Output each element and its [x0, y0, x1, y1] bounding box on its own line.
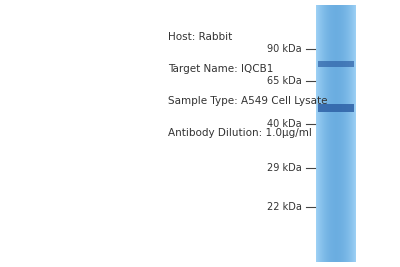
Bar	[319, 5, 320, 262]
Text: 29 kDa: 29 kDa	[267, 163, 302, 173]
Text: Target Name: IQCB1: Target Name: IQCB1	[168, 64, 273, 74]
Bar	[327, 5, 328, 262]
Bar	[351, 5, 352, 262]
Bar	[320, 5, 321, 262]
Bar	[344, 5, 345, 262]
Text: Sample Type: A549 Cell Lysate: Sample Type: A549 Cell Lysate	[168, 96, 328, 107]
Bar	[328, 5, 329, 262]
Bar	[323, 5, 324, 262]
Bar	[351, 5, 352, 262]
Bar	[328, 5, 329, 262]
Text: 65 kDa: 65 kDa	[267, 76, 302, 87]
Bar	[325, 5, 326, 262]
Bar	[354, 5, 355, 262]
Bar	[318, 5, 319, 262]
Bar	[345, 5, 346, 262]
Bar	[319, 5, 320, 262]
Bar	[355, 5, 356, 262]
Bar	[339, 5, 340, 262]
Bar	[353, 5, 354, 262]
Bar	[344, 5, 345, 262]
Bar	[318, 104, 354, 112]
Bar	[341, 5, 342, 262]
Bar	[336, 5, 337, 262]
Bar	[350, 5, 351, 262]
Bar	[342, 5, 343, 262]
Bar	[333, 5, 334, 262]
Bar	[334, 5, 335, 262]
Bar	[334, 5, 335, 262]
Bar	[332, 5, 333, 262]
Bar	[341, 5, 342, 262]
Bar	[337, 5, 338, 262]
Text: 22 kDa: 22 kDa	[267, 202, 302, 212]
Bar	[324, 5, 325, 262]
Bar	[352, 5, 353, 262]
Bar	[346, 5, 347, 262]
Bar	[321, 5, 322, 262]
Bar	[317, 5, 318, 262]
Bar	[353, 5, 354, 262]
Bar	[339, 5, 340, 262]
Bar	[347, 5, 348, 262]
Bar	[330, 5, 331, 262]
Bar	[325, 5, 326, 262]
Bar	[320, 5, 321, 262]
Bar	[316, 5, 317, 262]
Bar	[318, 5, 319, 262]
Bar	[347, 5, 348, 262]
Bar	[354, 5, 355, 262]
Bar	[318, 61, 354, 67]
Bar	[321, 5, 322, 262]
Bar	[321, 5, 322, 262]
Bar	[323, 5, 324, 262]
Bar	[335, 5, 336, 262]
Bar	[348, 5, 349, 262]
Bar	[325, 5, 326, 262]
Bar	[336, 5, 337, 262]
Bar	[338, 5, 339, 262]
Text: 90 kDa: 90 kDa	[267, 44, 302, 54]
Bar	[343, 5, 344, 262]
Bar	[355, 5, 356, 262]
Bar	[333, 5, 334, 262]
Bar	[346, 5, 347, 262]
Bar	[322, 5, 323, 262]
Bar	[353, 5, 354, 262]
Bar	[316, 5, 317, 262]
Bar	[352, 5, 353, 262]
Bar	[349, 5, 350, 262]
Text: 40 kDa: 40 kDa	[267, 119, 302, 129]
Bar	[340, 5, 341, 262]
Bar	[331, 5, 332, 262]
Bar	[342, 5, 343, 262]
Bar	[338, 5, 339, 262]
Bar	[329, 5, 330, 262]
Bar	[329, 5, 330, 262]
Text: Host: Rabbit: Host: Rabbit	[168, 32, 232, 42]
Bar	[349, 5, 350, 262]
Bar	[331, 5, 332, 262]
Bar	[340, 5, 341, 262]
Bar	[337, 5, 338, 262]
Bar	[349, 5, 350, 262]
Bar	[330, 5, 331, 262]
Text: Antibody Dilution: 1.0μg/ml: Antibody Dilution: 1.0μg/ml	[168, 128, 312, 139]
Bar	[345, 5, 346, 262]
Bar	[324, 5, 325, 262]
Bar	[327, 5, 328, 262]
Bar	[322, 5, 323, 262]
Bar	[317, 5, 318, 262]
Bar	[329, 5, 330, 262]
Bar	[348, 5, 349, 262]
Bar	[326, 5, 327, 262]
Bar	[335, 5, 336, 262]
Bar	[326, 5, 327, 262]
Bar	[343, 5, 344, 262]
Bar	[317, 5, 318, 262]
Bar	[350, 5, 351, 262]
Bar	[332, 5, 333, 262]
